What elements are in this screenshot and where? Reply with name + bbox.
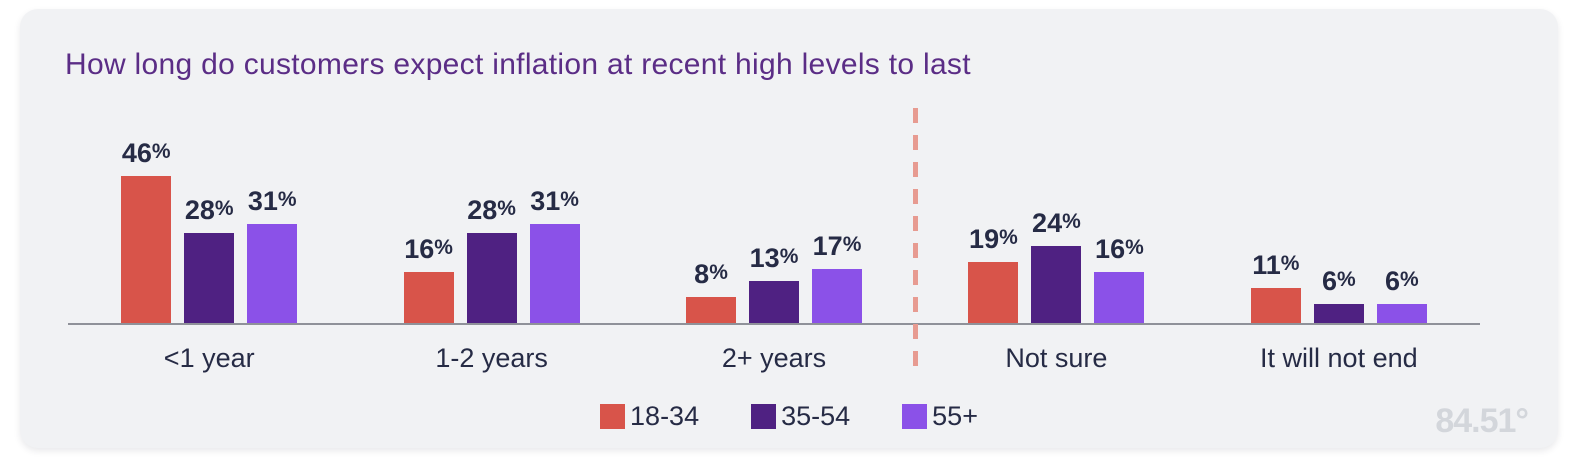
- bar-value-label: 13%: [749, 243, 799, 273]
- bar-wrap: 24%: [1031, 208, 1082, 323]
- bar-18-34[interactable]: [1250, 288, 1301, 323]
- bar-value-label: 31%: [247, 186, 297, 216]
- chart-legend: 18-34 35-54 55+: [20, 401, 1558, 432]
- bar-18-34[interactable]: [403, 272, 454, 323]
- brand-logo: 84.51°: [1435, 402, 1529, 440]
- legend-item-35-54[interactable]: 35-54: [751, 401, 850, 432]
- bar-groups-container: 46% 28% 31% 16% 28% 31% 8% 13% 17% 19% 24% 16% 11% 6%…: [68, 91, 1480, 323]
- bar-value-label: 16%: [404, 234, 453, 264]
- bar-35-54[interactable]: [466, 233, 517, 323]
- bar-value-label: 46%: [121, 138, 171, 168]
- legend-label: 18-34: [630, 401, 700, 431]
- bar-value-label: 28%: [184, 195, 234, 225]
- bar-value-label: 31%: [530, 186, 579, 216]
- bar-value-label: 24%: [1032, 208, 1081, 238]
- bar-group-0: 46% 28% 31%: [68, 91, 350, 323]
- bar-group-2: 8% 13% 17%: [633, 91, 915, 323]
- bar-wrap: 31%: [247, 186, 298, 323]
- bar-35-54[interactable]: [1313, 304, 1364, 323]
- bar-18-34[interactable]: [968, 262, 1019, 323]
- bar-value-label: 28%: [467, 195, 516, 225]
- bar-wrap: 6%: [1376, 266, 1427, 323]
- plot-area: 46% 28% 31% 16% 28% 31% 8% 13% 17% 19% 24% 16% 11% 6%…: [68, 91, 1480, 325]
- bar-55+[interactable]: [1094, 272, 1145, 323]
- x-axis-line: [68, 323, 1480, 325]
- category-label-2: 2+ years: [721, 343, 827, 373]
- bar-wrap: 6%: [1313, 266, 1364, 323]
- bar-55+[interactable]: [1376, 304, 1427, 323]
- bar-35-54[interactable]: [184, 233, 235, 323]
- bar-18-34[interactable]: [686, 297, 737, 323]
- legend-item-18-34[interactable]: 18-34: [600, 401, 699, 432]
- bar-value-label: 17%: [812, 231, 862, 261]
- bar-value-label: 16%: [1095, 234, 1144, 264]
- bar-value-label: 6%: [1321, 266, 1356, 296]
- bar-55+[interactable]: [247, 224, 298, 323]
- legend-swatch: [751, 404, 777, 429]
- legend-swatch: [902, 404, 928, 429]
- legend-item-55+[interactable]: 55+: [902, 401, 978, 432]
- bar-group-3: 19% 24% 16%: [915, 91, 1197, 323]
- bar-wrap: 19%: [968, 224, 1019, 323]
- bar-value-label: 11%: [1252, 250, 1300, 280]
- bar-55+[interactable]: [812, 269, 863, 323]
- chart-title: How long do customers expect inflation a…: [65, 48, 971, 81]
- legend-swatch: [600, 404, 626, 429]
- bar-wrap: 46%: [121, 138, 172, 323]
- category-label-3: Not sure: [1005, 343, 1108, 373]
- bar-group-1: 16% 28% 31%: [350, 91, 632, 323]
- bar-value-label: 8%: [694, 259, 728, 289]
- bar-wrap: 17%: [812, 231, 863, 323]
- bar-wrap: 31%: [529, 186, 580, 323]
- bar-wrap: 13%: [749, 243, 800, 323]
- category-label-0: <1 year: [163, 343, 255, 373]
- dashed-divider: [913, 108, 918, 370]
- bar-group-4: 11% 6% 6%: [1198, 91, 1480, 323]
- bar-55+[interactable]: [529, 224, 580, 323]
- category-axis-labels: <1 year 1-2 years 2+ years Not sure It will …: [68, 343, 1480, 374]
- bar-wrap: 28%: [184, 195, 235, 323]
- bar-18-34[interactable]: [121, 176, 172, 323]
- category-label-4: It will not end: [1260, 343, 1418, 373]
- bar-35-54[interactable]: [749, 281, 800, 323]
- bar-wrap: 16%: [403, 234, 454, 323]
- legend-label: 35-54: [781, 401, 851, 431]
- bar-value-label: 19%: [969, 224, 1018, 254]
- bar-wrap: 11%: [1250, 250, 1301, 323]
- bar-wrap: 16%: [1094, 234, 1145, 323]
- bar-35-54[interactable]: [1031, 246, 1082, 323]
- bar-wrap: 8%: [686, 259, 737, 323]
- bar-wrap: 28%: [466, 195, 517, 323]
- legend-label: 55+: [932, 401, 978, 431]
- category-label-1: 1-2 years: [435, 343, 548, 373]
- bar-value-label: 6%: [1384, 266, 1419, 296]
- chart-card: How long do customers expect inflation a…: [20, 9, 1558, 448]
